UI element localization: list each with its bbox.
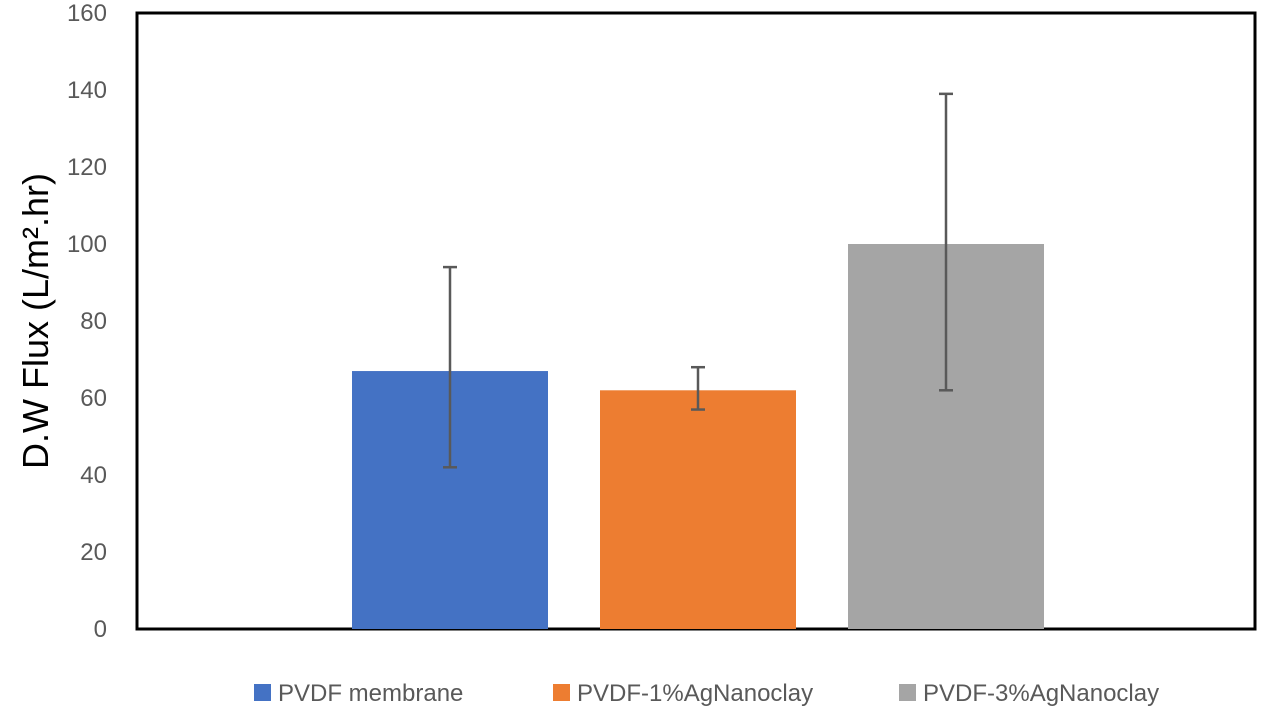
- y-tick-label: 80: [80, 308, 107, 335]
- error-bar: [691, 365, 705, 411]
- legend-swatch: [254, 684, 271, 701]
- legend-swatch: [553, 684, 570, 701]
- y-tick-label: 0: [94, 616, 107, 643]
- error-bars: [443, 92, 953, 469]
- legend-swatch: [899, 684, 916, 701]
- y-axis-title: D.W Flux (L/m².hr): [15, 173, 56, 469]
- legend-label: PVDF membrane: [278, 680, 463, 707]
- bar: [600, 390, 796, 629]
- error-bar: [939, 92, 953, 392]
- legend-label: PVDF-3%AgNanoclay: [923, 680, 1159, 707]
- legend: PVDF membrane PVDF-1%AgNanoclay PVDF-3%AgN…: [254, 680, 1159, 707]
- legend-label: PVDF-1%AgNanoclay: [577, 680, 813, 707]
- legend-item: PVDF-1%AgNanoclay: [553, 680, 813, 707]
- y-tick-label: 20: [80, 539, 107, 566]
- y-tick-label: 120: [67, 154, 107, 181]
- y-tick-label: 100: [67, 231, 107, 258]
- y-axis-ticks: 0 20 40 60 80 100 120 140 160: [67, 0, 107, 643]
- y-tick-label: 40: [80, 462, 107, 489]
- y-tick-label: 140: [67, 77, 107, 104]
- error-bar: [443, 265, 457, 469]
- legend-item: PVDF membrane: [254, 680, 463, 707]
- y-tick-label: 60: [80, 385, 107, 412]
- legend-item: PVDF-3%AgNanoclay: [899, 680, 1159, 707]
- bars: [352, 244, 1044, 629]
- y-tick-label: 160: [67, 0, 107, 27]
